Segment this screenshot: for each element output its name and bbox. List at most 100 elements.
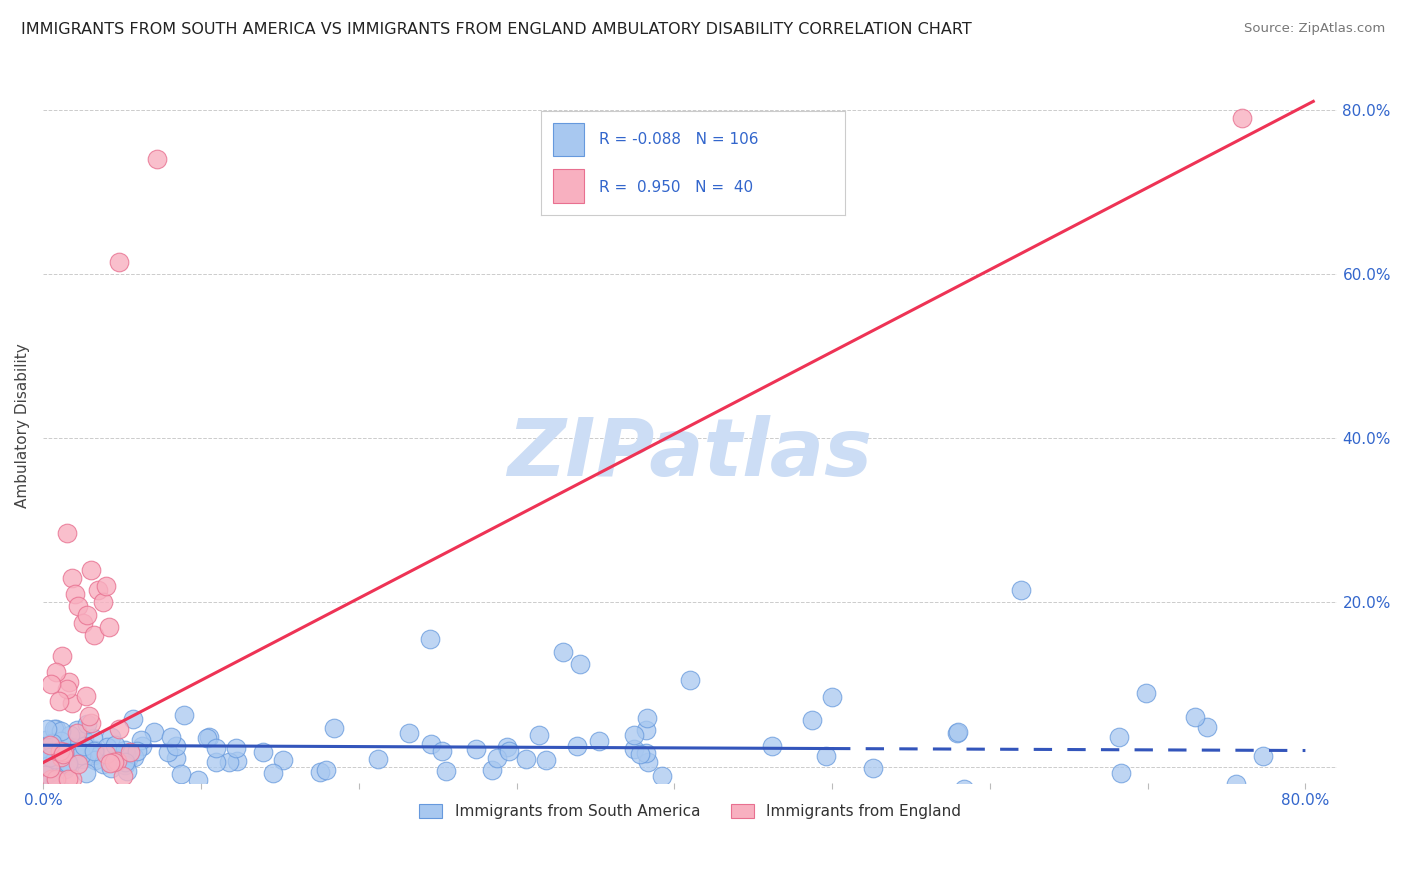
Point [66,599,89,614]
Point [419,632,441,647]
Point [205,756,228,770]
Point [434,764,457,778]
Point [1225,777,1247,791]
Point [72,615,94,630]
Point [39,745,62,759]
Point [496,739,519,754]
Point [143,724,166,739]
Point [309,764,332,779]
Point [44,756,66,771]
Point [187,773,209,788]
Text: ZIPatlas: ZIPatlas [508,416,873,493]
Point [165,739,187,754]
Point [44,742,66,756]
Point [82,731,104,746]
Point [322,721,344,735]
Point [76,717,98,731]
Point [398,725,420,739]
Point [60,772,83,786]
Point [96,747,118,762]
Point [41,763,63,777]
Point [63,743,86,757]
Point [56,525,79,540]
Point [52,783,75,797]
Point [1184,710,1206,724]
Point [1253,749,1275,764]
Point [39,761,62,775]
Point [34,765,56,780]
Point [948,725,970,739]
Point [165,751,187,765]
Point [38,738,60,752]
Point [98,756,121,771]
Point [39,749,62,764]
Point [515,752,537,766]
Point [44,740,66,755]
Point [72,752,94,766]
Point [51,724,73,739]
Point [58,739,80,754]
Point [103,755,125,769]
Point [125,744,148,758]
Point [651,769,673,783]
Point [129,733,152,747]
Point [218,755,240,769]
Point [527,728,550,742]
Point [70,748,93,763]
Point [108,254,131,268]
Point [52,747,75,761]
Point [52,747,75,762]
Point [91,756,114,771]
Text: IMMIGRANTS FROM SOUTH AMERICA VS IMMIGRANTS FROM ENGLAND AMBULATORY DISABILITY C: IMMIGRANTS FROM SOUTH AMERICA VS IMMIGRA… [21,22,972,37]
Point [953,781,976,796]
Point [1109,765,1132,780]
Point [156,745,179,759]
Point [49,744,72,758]
Point [623,728,645,742]
Point [1197,720,1219,734]
Point [83,746,105,760]
Point [225,755,247,769]
Point [104,738,127,752]
Point [56,682,79,697]
Point [118,745,141,759]
Point [45,722,67,736]
Point [114,743,136,757]
Point [45,665,67,680]
Point [1232,111,1254,125]
Point [58,772,80,786]
Point [48,750,70,764]
Point [465,742,488,756]
Point [87,582,110,597]
Point [34,739,56,754]
Point [60,571,83,585]
Point [534,753,557,767]
Point [37,747,59,762]
Point [42,737,65,751]
Point [66,723,89,737]
Point [107,722,129,736]
Point [84,743,107,757]
Point [634,747,657,761]
Point [815,749,838,764]
Point [76,607,98,622]
Point [485,751,508,765]
Point [98,620,121,634]
Point [197,731,219,745]
Point [1010,582,1032,597]
Point [58,739,80,754]
Point [79,715,101,730]
Point [628,747,651,762]
Point [367,751,389,765]
Point [48,694,70,708]
Point [636,711,658,725]
Point [225,741,247,756]
Point [100,730,122,744]
Point [679,673,702,688]
Point [862,761,884,775]
Point [205,740,228,755]
Point [51,749,73,764]
Point [124,749,146,764]
Point [59,728,82,742]
Point [35,732,58,747]
